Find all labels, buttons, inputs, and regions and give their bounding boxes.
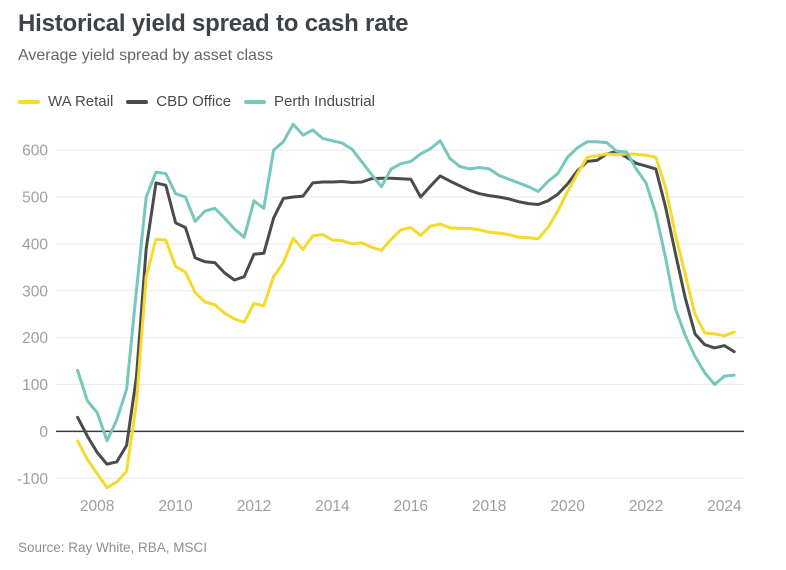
legend: WA Retail CBD Office Perth Industrial — [18, 93, 375, 110]
x-tick-label: 2010 — [158, 498, 193, 515]
y-tick-label: 200 — [22, 330, 48, 347]
legend-label-wa-retail: WA Retail — [48, 93, 114, 110]
legend-swatch-cbd-office — [126, 99, 149, 104]
y-tick-label: 300 — [22, 283, 48, 300]
x-tick-label: 2014 — [315, 498, 350, 515]
y-tick-label: 600 — [22, 143, 48, 160]
x-tick-label: 2018 — [472, 498, 506, 515]
legend-label-cbd-office: CBD Office — [156, 93, 232, 110]
y-tick-label: 400 — [22, 236, 48, 253]
x-tick-label: 2016 — [394, 498, 428, 515]
series-line-wa-retail — [76, 152, 736, 490]
chart-title: Historical yield spread to cash rate — [18, 10, 409, 37]
y-tick-label: 100 — [22, 377, 48, 394]
x-tick-label: 2012 — [237, 498, 271, 515]
legend-swatch-wa-retail — [18, 99, 40, 104]
x-tick-label: 2024 — [707, 498, 742, 515]
y-tick-label: 0 — [39, 424, 48, 441]
legend-item-cbd-office: CBD Office — [126, 93, 231, 110]
series-line-cbd-office — [76, 150, 736, 466]
y-tick-label: 500 — [22, 190, 48, 207]
chart-subtitle: Average yield spread by asset class — [18, 47, 273, 64]
x-tick-label: 2008 — [80, 498, 114, 515]
legend-swatch-perth-industrial — [244, 99, 267, 104]
legend-item-perth-industrial: Perth Industrial — [244, 93, 375, 110]
source-note: Source: Ray White, RBA, MSCI — [18, 540, 208, 555]
x-tick-label: 2020 — [550, 498, 585, 515]
series-line-perth-industrial — [76, 122, 736, 443]
y-tick-label: -100 — [17, 471, 48, 488]
legend-item-wa-retail: WA Retail — [18, 93, 113, 110]
x-tick-label: 2022 — [629, 498, 663, 515]
legend-label-perth-industrial: Perth Industrial — [274, 93, 375, 110]
